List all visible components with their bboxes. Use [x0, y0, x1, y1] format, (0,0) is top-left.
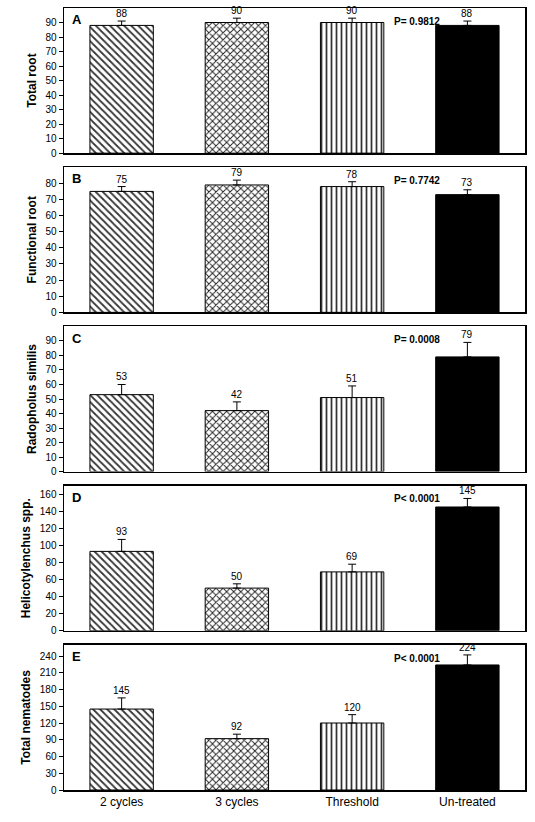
svg-text:0: 0: [51, 466, 57, 477]
svg-text:P= 0.0008: P= 0.0008: [394, 334, 440, 345]
svg-text:69: 69: [346, 551, 358, 562]
svg-text:30: 30: [45, 258, 57, 269]
svg-text:B: B: [72, 171, 81, 186]
svg-text:Total nematodes: Total nematodes: [19, 670, 33, 765]
svg-text:90: 90: [45, 17, 57, 28]
svg-text:2 cycles: 2 cycles: [100, 795, 143, 809]
svg-text:79: 79: [461, 329, 473, 340]
svg-text:40: 40: [45, 408, 57, 419]
svg-text:90: 90: [346, 5, 358, 16]
svg-text:40: 40: [45, 242, 57, 253]
svg-text:P< 0.0001: P< 0.0001: [394, 493, 440, 504]
svg-text:42: 42: [231, 389, 243, 400]
svg-text:0: 0: [51, 148, 57, 159]
svg-text:92: 92: [231, 721, 243, 732]
svg-text:224: 224: [459, 642, 476, 653]
svg-text:120: 120: [344, 702, 361, 713]
svg-text:20: 20: [45, 275, 57, 286]
svg-text:C: C: [72, 331, 82, 346]
svg-text:Total root: Total root: [25, 53, 39, 107]
svg-text:75: 75: [116, 174, 128, 185]
svg-text:70: 70: [45, 194, 57, 205]
svg-text:160: 160: [40, 489, 57, 500]
svg-text:60: 60: [45, 751, 57, 762]
svg-text:80: 80: [45, 350, 57, 361]
svg-text:P< 0.0001: P< 0.0001: [394, 653, 440, 664]
svg-text:90: 90: [231, 5, 243, 16]
svg-text:P= 0.7742: P= 0.7742: [394, 175, 440, 186]
svg-text:145: 145: [113, 685, 130, 696]
svg-text:88: 88: [461, 8, 473, 19]
svg-text:150: 150: [40, 701, 57, 712]
svg-text:70: 70: [45, 364, 57, 375]
svg-text:50: 50: [231, 571, 243, 582]
svg-text:20: 20: [45, 608, 57, 619]
svg-text:90: 90: [45, 335, 57, 346]
svg-text:88: 88: [116, 8, 128, 19]
svg-text:140: 140: [40, 506, 57, 517]
svg-text:0: 0: [51, 625, 57, 636]
svg-text:78: 78: [346, 169, 358, 180]
svg-text:73: 73: [461, 177, 473, 188]
svg-text:E: E: [72, 649, 81, 664]
svg-text:120: 120: [40, 523, 57, 534]
svg-text:40: 40: [45, 591, 57, 602]
svg-text:10: 10: [45, 291, 57, 302]
svg-text:30: 30: [45, 768, 57, 779]
svg-text:50: 50: [45, 75, 57, 86]
svg-text:40: 40: [45, 90, 57, 101]
svg-text:20: 20: [45, 437, 57, 448]
svg-text:145: 145: [459, 485, 476, 496]
svg-text:60: 60: [45, 210, 57, 221]
svg-text:10: 10: [45, 452, 57, 463]
svg-text:P= 0.9812: P= 0.9812: [394, 16, 440, 27]
svg-text:A: A: [72, 12, 82, 27]
svg-text:Un-treated: Un-treated: [439, 795, 496, 809]
svg-text:30: 30: [45, 104, 57, 115]
svg-text:60: 60: [45, 379, 57, 390]
svg-text:3 cycles: 3 cycles: [215, 795, 258, 809]
svg-text:Functional root: Functional root: [25, 196, 39, 283]
svg-text:50: 50: [45, 394, 57, 405]
svg-text:50: 50: [45, 226, 57, 237]
svg-text:100: 100: [40, 540, 57, 551]
svg-text:D: D: [72, 490, 81, 505]
svg-text:210: 210: [40, 667, 57, 678]
svg-text:70: 70: [45, 46, 57, 57]
svg-text:53: 53: [116, 371, 128, 382]
svg-text:0: 0: [51, 307, 57, 318]
svg-text:93: 93: [116, 526, 128, 537]
svg-text:120: 120: [40, 718, 57, 729]
svg-text:90: 90: [45, 734, 57, 745]
svg-text:60: 60: [45, 61, 57, 72]
svg-text:60: 60: [45, 574, 57, 585]
svg-text:80: 80: [45, 557, 57, 568]
svg-text:0: 0: [51, 785, 57, 796]
svg-text:240: 240: [40, 651, 57, 662]
svg-text:10: 10: [45, 133, 57, 144]
svg-text:51: 51: [346, 373, 358, 384]
svg-text:79: 79: [231, 167, 243, 178]
svg-text:Threshold: Threshold: [325, 795, 378, 809]
svg-text:Radopholus similis: Radopholus similis: [25, 344, 39, 454]
svg-text:180: 180: [40, 684, 57, 695]
svg-text:Helicotylenchus spp.: Helicotylenchus spp.: [19, 498, 33, 618]
svg-text:80: 80: [45, 178, 57, 189]
svg-text:80: 80: [45, 32, 57, 43]
svg-text:30: 30: [45, 423, 57, 434]
svg-text:20: 20: [45, 119, 57, 130]
